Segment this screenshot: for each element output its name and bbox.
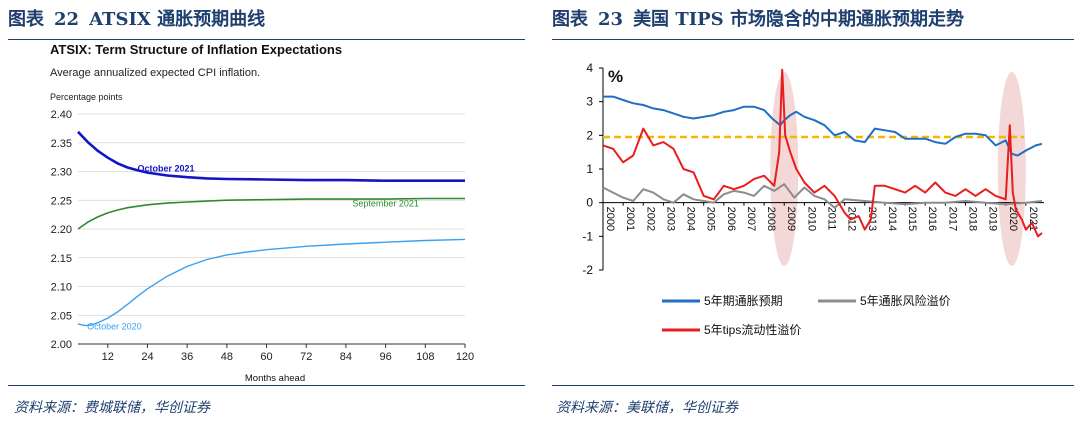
tips-x-tick-label: 2014 <box>886 207 898 231</box>
atsix-x-tick-label: 60 <box>260 351 272 363</box>
atsix-chart: ATSIX: Term Structure of Inflation Expec… <box>50 42 474 384</box>
atsix-x-tick-label: 96 <box>379 351 391 363</box>
tips-legend-label: 5年tips流动性溢价 <box>704 323 801 337</box>
left-figure-header: 图表 22 ATSIX 通胀预期曲线 <box>8 0 525 40</box>
tips-x-tick-label: 2001 <box>624 207 636 231</box>
right-source-note: 资料来源：美联储，华创证券 <box>556 400 738 416</box>
atsix-y-tick-label: 2.35 <box>51 138 72 150</box>
tips-x-tick-label: 2015 <box>906 207 918 231</box>
tips-x-tick-label: 2006 <box>725 207 737 231</box>
tips-x-tick-label: 2003 <box>664 207 676 231</box>
atsix-y-tick-label: 2.40 <box>51 109 72 121</box>
left-footer-rule <box>8 385 525 386</box>
atsix-y-tick-label: 2.00 <box>51 339 72 351</box>
tips-y-tick-label: 1 <box>586 162 593 176</box>
tips-highlight-region <box>770 72 799 266</box>
tips-x-tick-label: 2020 <box>1007 207 1019 231</box>
atsix-y-tick-label: 2.25 <box>51 195 72 207</box>
tips-x-tick-label: 2000 <box>604 207 616 231</box>
tips-x-tick-label: 2017 <box>946 207 958 231</box>
atsix-chart-title: ATSIX: Term Structure of Inflation Expec… <box>50 42 342 57</box>
atsix-y-tick-label: 2.15 <box>51 253 72 265</box>
atsix-y-axis-label: Percentage points <box>50 92 123 102</box>
atsix-x-tick-label: 12 <box>102 351 114 363</box>
atsix-x-tick-label: 120 <box>456 351 474 363</box>
atsix-series-line <box>77 238 466 327</box>
tips-y-axis-unit: % <box>608 67 623 86</box>
left-figure-label: 图表 <box>8 9 44 30</box>
left-source-note: 资料来源：费城联储，华创证券 <box>14 400 210 416</box>
right-footer-rule <box>552 385 1074 386</box>
atsix-y-tick-label: 2.05 <box>51 310 72 322</box>
tips-x-tick-label: 2005 <box>705 207 717 231</box>
left-figure-number: 22 <box>54 9 80 30</box>
tips-x-tick-label: 2019 <box>987 207 999 231</box>
atsix-series-label: September 2021 <box>352 199 419 209</box>
right-figure-number: 23 <box>598 9 624 30</box>
atsix-x-tick-label: 84 <box>340 351 352 363</box>
tips-x-tick-label: 2007 <box>745 207 757 231</box>
atsix-x-axis-label: Months ahead <box>245 373 305 384</box>
tips-series-line <box>602 183 1043 209</box>
tips-x-tick-label: 2004 <box>685 207 697 231</box>
tips-y-tick-label: -1 <box>582 229 593 243</box>
right-figure-title: 美国 TIPS 市场隐含的中期通胀预期走势 <box>633 9 964 30</box>
atsix-series-label: October 2020 <box>87 322 142 332</box>
atsix-x-tick-label: 36 <box>181 351 193 363</box>
tips-y-tick-label: 3 <box>586 95 593 109</box>
tips-y-tick-label: 2 <box>586 128 593 142</box>
tips-x-tick-label: 2011 <box>826 207 838 231</box>
atsix-x-tick-label: 108 <box>416 351 434 363</box>
atsix-y-tick-label: 2.20 <box>51 224 72 236</box>
tips-series-line <box>602 68 1043 238</box>
tips-legend-label: 5年期通胀预期 <box>704 294 783 308</box>
atsix-y-tick-label: 2.10 <box>51 282 72 294</box>
atsix-series-label: October 2021 <box>138 164 195 174</box>
tips-x-tick-label: 2016 <box>926 207 938 231</box>
atsix-y-tick-label: 2.30 <box>51 167 72 179</box>
atsix-x-tick-label: 24 <box>141 351 153 363</box>
right-figure-label: 图表 <box>552 9 588 30</box>
tips-x-tick-label: 2010 <box>805 207 817 231</box>
tips-legend-label: 5年通胀风险溢价 <box>860 293 951 308</box>
tips-chart: -2 -1 0 1 2 3 4 2000 2001 2002 2003 2004 2005 2006 200… <box>582 61 1044 337</box>
atsix-series-line <box>77 130 465 182</box>
atsix-chart-subtitle: Average annualized expected CPI inflatio… <box>50 67 260 79</box>
left-figure-title: ATSIX 通胀预期曲线 <box>89 9 266 30</box>
tips-series-line <box>603 95 1043 157</box>
tips-x-tick-label: 2018 <box>966 207 978 231</box>
tips-y-tick-label: 4 <box>586 61 593 75</box>
right-figure-header: 图表 23 美国 TIPS 市场隐含的中期通胀预期走势 <box>552 0 1074 40</box>
tips-y-tick-label: -2 <box>582 263 593 277</box>
atsix-x-tick-label: 72 <box>300 351 312 363</box>
tips-y-tick-label: 0 <box>586 196 593 210</box>
atsix-x-tick-label: 48 <box>221 351 233 363</box>
atsix-series-line <box>77 197 465 230</box>
tips-x-tick-label: 2008 <box>765 207 777 231</box>
tips-x-tick-label: 2009 <box>785 207 797 231</box>
tips-x-tick-label: 2002 <box>644 207 656 231</box>
